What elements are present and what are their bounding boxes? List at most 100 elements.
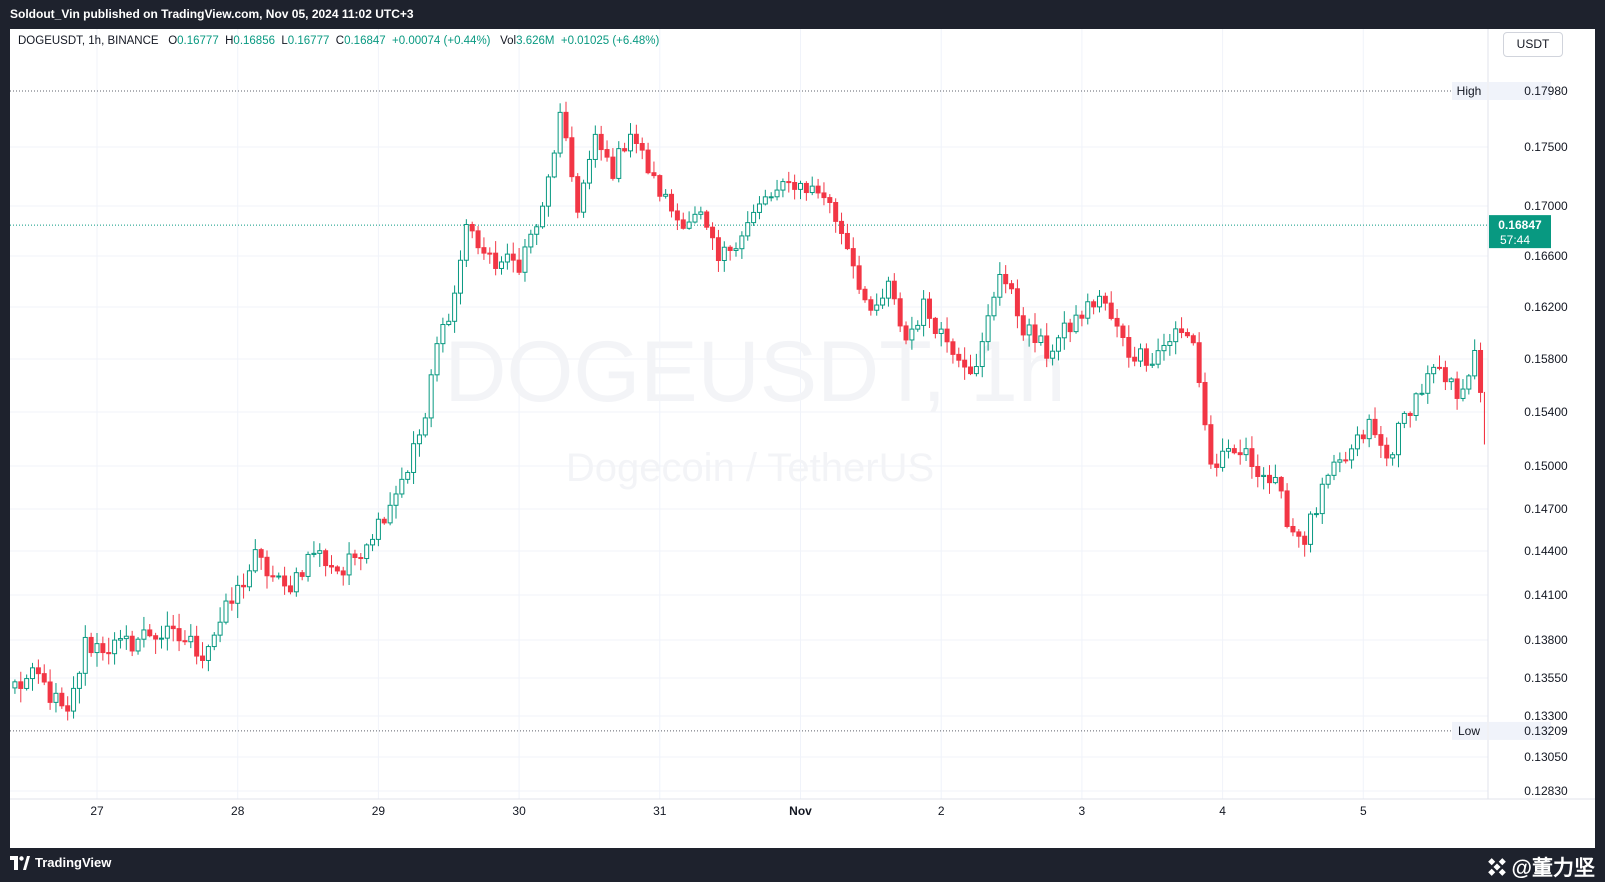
candle-body: [528, 233, 534, 248]
candle-body: [1343, 459, 1349, 462]
price-tick-label: 0.16200: [1524, 300, 1568, 314]
candle-body: [616, 148, 622, 179]
candle: [633, 124, 639, 154]
candle: [416, 429, 422, 457]
candle-body: [815, 185, 821, 194]
candle-body: [182, 640, 188, 643]
candle: [1208, 415, 1214, 469]
candle: [141, 616, 147, 648]
candle-body: [557, 111, 563, 154]
currency-button[interactable]: USDT: [1503, 32, 1563, 57]
candle-body: [1466, 375, 1472, 390]
candle: [176, 613, 182, 652]
marker-value-bg: [1489, 721, 1551, 740]
candle: [30, 662, 36, 691]
candle-body: [657, 175, 663, 197]
price-axis[interactable]: 0.17500 0.17000 0.16600 0.16200 0.15800 0.154…: [1524, 140, 1568, 798]
candle-body: [293, 572, 299, 593]
candle-body: [1349, 448, 1355, 461]
candle-body: [352, 553, 358, 559]
candle-body: [164, 625, 170, 639]
candle: [112, 632, 118, 665]
candle: [932, 316, 938, 339]
candle: [704, 209, 710, 230]
candle-body: [217, 621, 223, 636]
time-axis[interactable]: 27 28 29 30 31 Nov 2 3 4 5: [90, 804, 1367, 818]
candle: [774, 179, 780, 201]
candle: [71, 676, 77, 719]
candle-body: [282, 575, 288, 587]
tradingview-logo[interactable]: TradingView: [10, 855, 111, 870]
candle: [1514, 300, 1518, 315]
time-tick-label: 27: [90, 804, 104, 818]
candle-body: [487, 252, 493, 255]
candle-body: [1014, 288, 1020, 317]
candle: [551, 150, 557, 179]
candle: [581, 179, 587, 218]
candle: [264, 550, 270, 589]
candle: [921, 290, 927, 337]
candle-body: [1514, 307, 1518, 311]
candle: [821, 182, 827, 206]
candle-body: [147, 629, 153, 637]
candle-body: [264, 556, 270, 577]
candle: [1003, 265, 1009, 294]
candle: [1184, 328, 1190, 339]
candlestick-chart[interactable]: DOGEUSDT, 1h Dogecoin / TetherUS 0.17500…: [10, 29, 1595, 848]
time-tick-label: 29: [372, 804, 386, 818]
candle: [897, 292, 903, 333]
candle-body: [627, 133, 633, 152]
candle-body: [798, 182, 803, 190]
candle: [117, 629, 123, 649]
author-handle-text: @董力坚: [1511, 857, 1595, 880]
candle-body: [59, 692, 65, 707]
candle-body: [47, 681, 53, 703]
candle-body: [1073, 314, 1079, 333]
candle: [956, 347, 962, 368]
candle: [1349, 444, 1355, 469]
candle: [616, 141, 622, 183]
candle: [1472, 339, 1478, 380]
candle: [223, 593, 229, 625]
candle: [710, 222, 716, 250]
time-tick-label: 28: [231, 804, 245, 818]
candle-body: [211, 634, 217, 648]
candle: [938, 321, 944, 347]
candle: [270, 565, 276, 582]
candle-body: [88, 636, 94, 654]
candle-body: [1173, 328, 1179, 343]
candle: [1079, 310, 1085, 327]
candle: [856, 255, 862, 294]
candle: [1343, 451, 1349, 464]
candle: [915, 320, 921, 332]
candle: [182, 630, 188, 646]
candle-body: [1395, 422, 1401, 456]
candle-body: [1096, 295, 1102, 308]
candle-body: [604, 149, 610, 158]
candle: [364, 543, 370, 564]
candle: [1061, 311, 1067, 350]
candle-body: [651, 172, 657, 177]
candle: [557, 103, 563, 158]
grid-lines: [10, 29, 1488, 799]
candle-body: [874, 304, 880, 311]
candle: [475, 226, 481, 255]
candle: [12, 679, 18, 694]
candle-body: [1555, 277, 1559, 295]
candle-body: [956, 353, 962, 361]
candle: [880, 288, 886, 309]
candle-body: [569, 137, 575, 178]
candle-body: [1032, 324, 1038, 343]
candle-body: [1050, 350, 1056, 359]
candle-body: [1120, 325, 1126, 339]
candle-body: [622, 148, 628, 152]
candle: [762, 189, 768, 206]
legend-symbol[interactable]: DOGEUSDT, 1h, BINANCE: [18, 35, 159, 47]
candle-body: [205, 646, 211, 661]
candle-body: [897, 298, 903, 327]
candle-body: [932, 317, 938, 334]
candle: [1267, 465, 1272, 494]
candle-body: [364, 544, 370, 560]
candle-body: [856, 265, 862, 290]
